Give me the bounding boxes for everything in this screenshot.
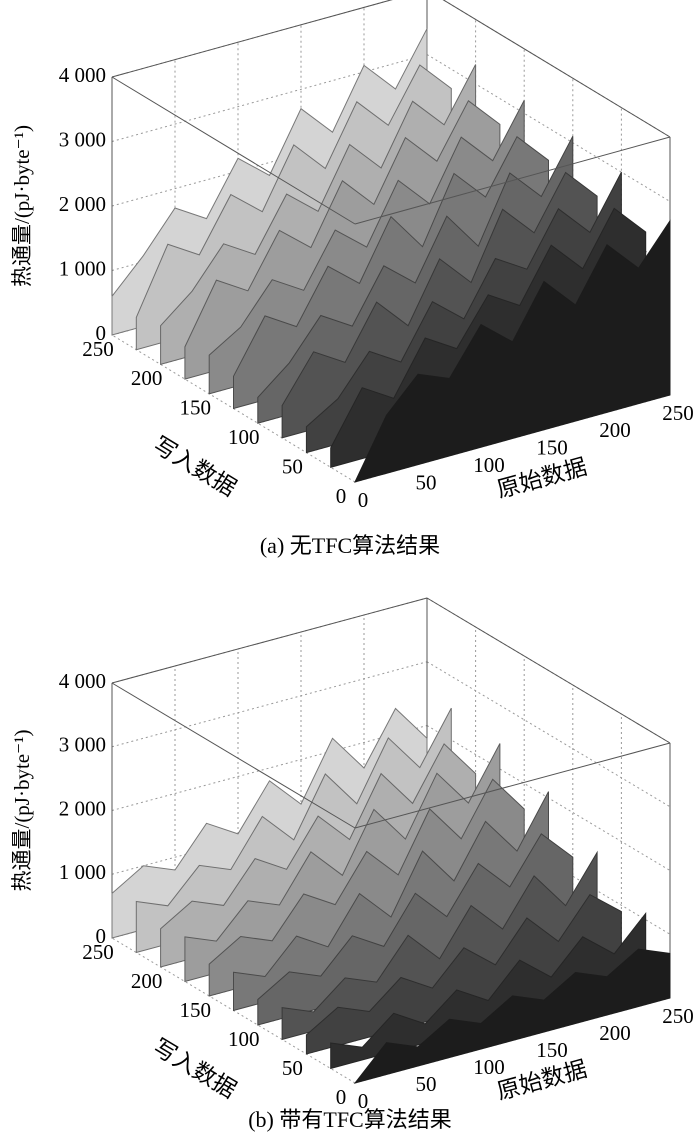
surface-ridge	[354, 219, 671, 483]
x-tick-label: 150	[536, 436, 568, 460]
chart-caption: (b) 带有TFC算法结果	[248, 1107, 452, 1132]
y-axis-title: 写入数据	[149, 432, 241, 501]
grid-line	[426, 661, 671, 808]
x-tick-label: 50	[416, 1072, 437, 1096]
y-tick-label: 100	[228, 1027, 260, 1051]
y-axis-title: 写入数据	[149, 1034, 241, 1103]
z-tick-label: 0	[96, 321, 107, 345]
z-tick-label: 3 000	[59, 733, 106, 757]
y-tick-label: 50	[282, 454, 303, 478]
box-edge	[111, 682, 356, 829]
grid-line	[426, 54, 671, 202]
x-tick-label: 200	[599, 418, 631, 442]
grid-line	[111, 334, 356, 483]
x-axis-title: 原始数据	[494, 454, 589, 503]
z-tick-label: 2 000	[59, 192, 106, 216]
y-tick-label: 150	[179, 998, 211, 1022]
y-tick-label: 200	[131, 969, 163, 993]
z-tick-label: 4 000	[59, 669, 106, 693]
x-tick-label: 100	[473, 1055, 505, 1079]
x-axis-title: 原始数据	[494, 1056, 589, 1104]
y-tick-label: 0	[336, 1085, 347, 1109]
z-tick-label: 3 000	[59, 127, 106, 151]
y-tick-label: 0	[336, 484, 347, 508]
x-tick-label: 0	[358, 488, 369, 512]
chart-caption: (a) 无TFC算法结果	[260, 533, 440, 558]
x-tick-label: 150	[536, 1038, 568, 1062]
z-tick-label: 4 000	[59, 63, 106, 87]
x-tick-label: 250	[662, 401, 694, 425]
box-edge	[354, 742, 671, 829]
box-edge	[426, 597, 671, 744]
z-tick-label: 1 000	[59, 256, 106, 280]
x-tick-label: 250	[662, 1004, 694, 1028]
box-edge	[111, 597, 428, 684]
z-axis-title: 热通量/(pJ·byte⁻¹)	[10, 729, 34, 891]
x-tick-label: 100	[473, 453, 505, 477]
z-tick-label: 2 000	[59, 796, 106, 820]
z-tick-label: 1 000	[59, 860, 106, 884]
y-tick-label: 200	[131, 366, 163, 390]
y-tick-label: 100	[228, 425, 260, 449]
box-edge	[354, 136, 671, 225]
box-edge	[442, 0, 671, 138]
z-tick-label: 0	[96, 924, 107, 948]
x-tick-label: 0	[358, 1089, 369, 1113]
y-tick-label: 250	[82, 337, 114, 361]
x-tick-label: 200	[599, 1021, 631, 1045]
grid-line	[111, 0, 393, 78]
z-axis-title: 热通量/(pJ·byte⁻¹)	[10, 125, 34, 287]
y-tick-label: 150	[179, 396, 211, 420]
y-tick-label: 250	[82, 940, 114, 964]
y-tick-label: 50	[282, 1056, 303, 1080]
grid-line	[111, 725, 428, 811]
box-edge	[111, 0, 393, 78]
x-tick-label: 50	[416, 470, 437, 494]
grid-line	[111, 661, 428, 748]
surface-ridge	[353, 948, 671, 1084]
box-edge	[111, 76, 356, 225]
